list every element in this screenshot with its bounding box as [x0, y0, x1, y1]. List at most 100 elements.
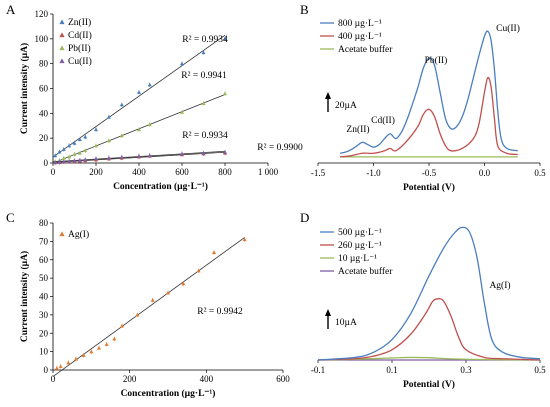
- panel-a-x-tick-label: 200: [89, 167, 103, 177]
- panel-b-legend-label: Acetate buffer: [338, 44, 393, 55]
- panel-c-y-tick-label: 10: [39, 347, 49, 357]
- panel-a-data-point: [119, 154, 124, 159]
- panel-c-data-point: [66, 360, 71, 365]
- panel-b-peak-label: Zn(II): [346, 124, 369, 135]
- panel-a-r2-label: R² = 0.9934: [182, 131, 228, 141]
- panel-a-r2-label: R² = 0.9934: [182, 35, 228, 45]
- panel-c-data-point: [242, 237, 247, 242]
- panel-c-data-point: [89, 349, 94, 354]
- panel-d-peak-label: Ag(I): [489, 280, 510, 291]
- panel-c-data-point: [81, 353, 86, 357]
- panel-a-legend-marker: [59, 45, 65, 51]
- panel-a-x-tick-label: 0: [51, 167, 56, 177]
- panel-c-data-point: [212, 250, 216, 254]
- panel-d-x-tick-label: 0.5: [534, 365, 546, 375]
- panel-d-x-axis-title: Potential (V): [403, 379, 455, 390]
- panel-c-r2-label: R² = 0.9942: [197, 307, 243, 317]
- panel-b-scale-bar-label: 20µA: [335, 101, 357, 111]
- panel-c-data-point: [58, 364, 63, 368]
- panel-b-legend-label: 400 µg·L⁻¹: [338, 32, 382, 42]
- panel-a-data-point: [137, 90, 141, 94]
- panel-c-legend-marker: [59, 231, 65, 237]
- panel-d-legend-label: Acetate buffer: [338, 266, 393, 277]
- panel-d-legend-label: 260 µg·L⁻¹: [338, 241, 382, 251]
- panel-b-chart: -1.5 -1.0 -0.5 0.0 0.5 Potential (V) 800 µg·L⁻…: [311, 19, 546, 193]
- panel-c-x-tick-label: 0: [51, 374, 56, 384]
- panel-b-x-axis-title: Potential (V): [403, 182, 455, 193]
- panel-c-x-tick-label: 600: [276, 374, 290, 384]
- panel-a-data-point: [137, 153, 141, 158]
- panel-a-data-point: [180, 110, 184, 114]
- panel-c-data-point: [97, 345, 101, 350]
- panel-a-r2-label: R² = 0.9941: [181, 71, 227, 81]
- panel-a-legend-label: Pb(II): [68, 43, 91, 54]
- panel-d-legend-label: 500 µg·L⁻¹: [338, 228, 382, 238]
- panel-a-data-point: [201, 151, 206, 155]
- panel-d-x-tick-label: -0.1: [311, 365, 325, 375]
- panel-b-x-tick-label: 0.0: [479, 168, 491, 178]
- panel-a-legend-marker: [59, 58, 65, 64]
- panel-c-data-point: [181, 281, 186, 286]
- panel-c-data-point: [120, 323, 124, 328]
- panel-a-data-point: [57, 149, 62, 154]
- panel-c-x-tick-label: 400: [200, 374, 214, 384]
- panel-a-data-point: [223, 36, 227, 41]
- panel-a-data-point: [77, 151, 82, 155]
- panel-a-y-tick-label: 60: [39, 84, 49, 94]
- panel-a-y-tick-label: 80: [39, 59, 49, 69]
- panel-c-data-point: [150, 298, 155, 302]
- panel-a-data-point: [147, 153, 152, 157]
- panel-a-data-point: [53, 153, 58, 158]
- panel-a-data-point: [77, 158, 82, 162]
- panel-c-x-axis-title: Concentration (µg·L⁻¹): [121, 388, 216, 399]
- panel-d-series-line: [317, 356, 541, 361]
- panel-c-data-point: [104, 342, 109, 346]
- panel-c-x-tick-label: 200: [123, 374, 137, 384]
- panel-a-data-point: [223, 91, 227, 96]
- panel-a-data-point: [180, 61, 184, 66]
- panel-a-data-point: [61, 156, 66, 160]
- panel-a-data-point: [223, 150, 227, 154]
- panel-a-y-tick-label: 20: [39, 133, 49, 143]
- panel-c-y-tick-label: 20: [39, 328, 49, 338]
- panel-d-scale-bar-label: 10µA: [335, 318, 357, 328]
- panel-b-peak-label: Cu(II): [496, 23, 520, 34]
- panel-c-y-tick-label: 80: [39, 218, 49, 228]
- panel-d-x-tick-label: 0.3: [460, 365, 472, 375]
- panel-a-y-tick-label: 100: [35, 34, 49, 44]
- panel-d-series-line: [317, 298, 541, 361]
- panel-b-scale-arrow-head: [325, 92, 331, 99]
- panel-b-series-line: [340, 30, 518, 154]
- panel-a-data-point: [67, 143, 72, 148]
- panel-a-data-point: [53, 160, 58, 164]
- panel-c-y-tick-label: 0: [44, 365, 49, 375]
- panel-b-x-tick-label: -0.5: [422, 168, 437, 178]
- panel-c-y-tick-label: 30: [39, 310, 49, 320]
- panel-d-legend-label: 10 µg·L⁻¹: [338, 254, 377, 264]
- panel-a-data-point: [72, 152, 77, 156]
- panel-a-x-axis-title: Concentration (µg·L⁻¹): [113, 181, 208, 192]
- panel-a-data-point: [61, 159, 66, 164]
- panel-c-y-tick-label: 60: [39, 255, 49, 265]
- panel-a-data-point: [57, 160, 62, 164]
- panel-a-data-point: [83, 157, 88, 162]
- panel-a-legend-label: Cd(II): [68, 30, 92, 41]
- panel-d-chart: -0.1 0.1 0.3 0.5 Potential (V) 500 µg·L⁻¹ 260 …: [311, 226, 546, 390]
- panel-a-data-point: [119, 133, 124, 138]
- panel-c-legend-label: Ag(I): [68, 229, 89, 240]
- panel-b-series-line: [340, 76, 518, 158]
- panel-b-x-tick-label: 0.5: [534, 168, 546, 178]
- panel-c-y-tick-label: 70: [39, 236, 49, 246]
- panel-a-data-point: [77, 137, 82, 142]
- panel-label-a: A: [6, 2, 16, 17]
- panel-a-legend-marker: [59, 19, 65, 25]
- panel-b-legend-label: 800 µg·L⁻¹: [338, 19, 382, 29]
- panel-a-data-point: [72, 141, 77, 145]
- panel-a-data-point: [147, 82, 152, 87]
- panel-a-data-point: [83, 134, 88, 139]
- panel-a-x-tick-label: 600: [175, 167, 189, 177]
- panel-a-data-point: [94, 127, 98, 132]
- panel-c-y-axis-title: Current intensity (µA): [19, 251, 30, 342]
- panel-b-x-tick-label: -1.5: [311, 168, 326, 178]
